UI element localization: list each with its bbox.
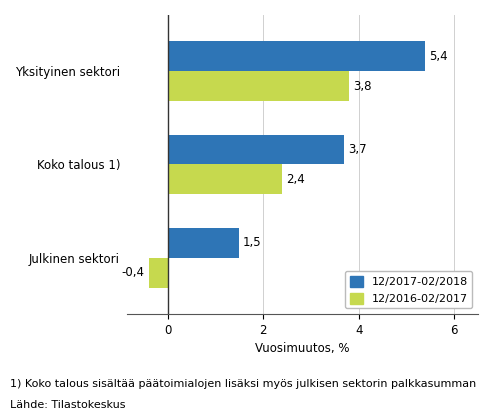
Bar (168, 164, 282, 194)
Text: 2,4: 2,4 (286, 173, 305, 186)
Bar (168, 71, 349, 101)
Bar (168, 228, 239, 258)
Text: 3,7: 3,7 (348, 143, 367, 156)
X-axis label: Vuosimuutos, %: Vuosimuutos, % (255, 342, 350, 355)
Bar (148, 258, 168, 288)
Legend: 12/2017-02/2018, 12/2016-02/2017: 12/2017-02/2018, 12/2016-02/2017 (345, 271, 472, 308)
Bar (168, 135, 344, 164)
Text: 1,5: 1,5 (243, 236, 262, 250)
Bar (168, 41, 425, 71)
Text: Lähde: Tilastokeskus: Lähde: Tilastokeskus (10, 400, 125, 410)
Text: 5,4: 5,4 (429, 50, 448, 62)
Text: 3,8: 3,8 (353, 79, 371, 92)
Text: -0,4: -0,4 (122, 266, 145, 280)
Text: 1) Koko talous sisältää päätoimialojen lisäksi myös julkisen sektorin palkkasumm: 1) Koko talous sisältää päätoimialojen l… (10, 379, 476, 389)
